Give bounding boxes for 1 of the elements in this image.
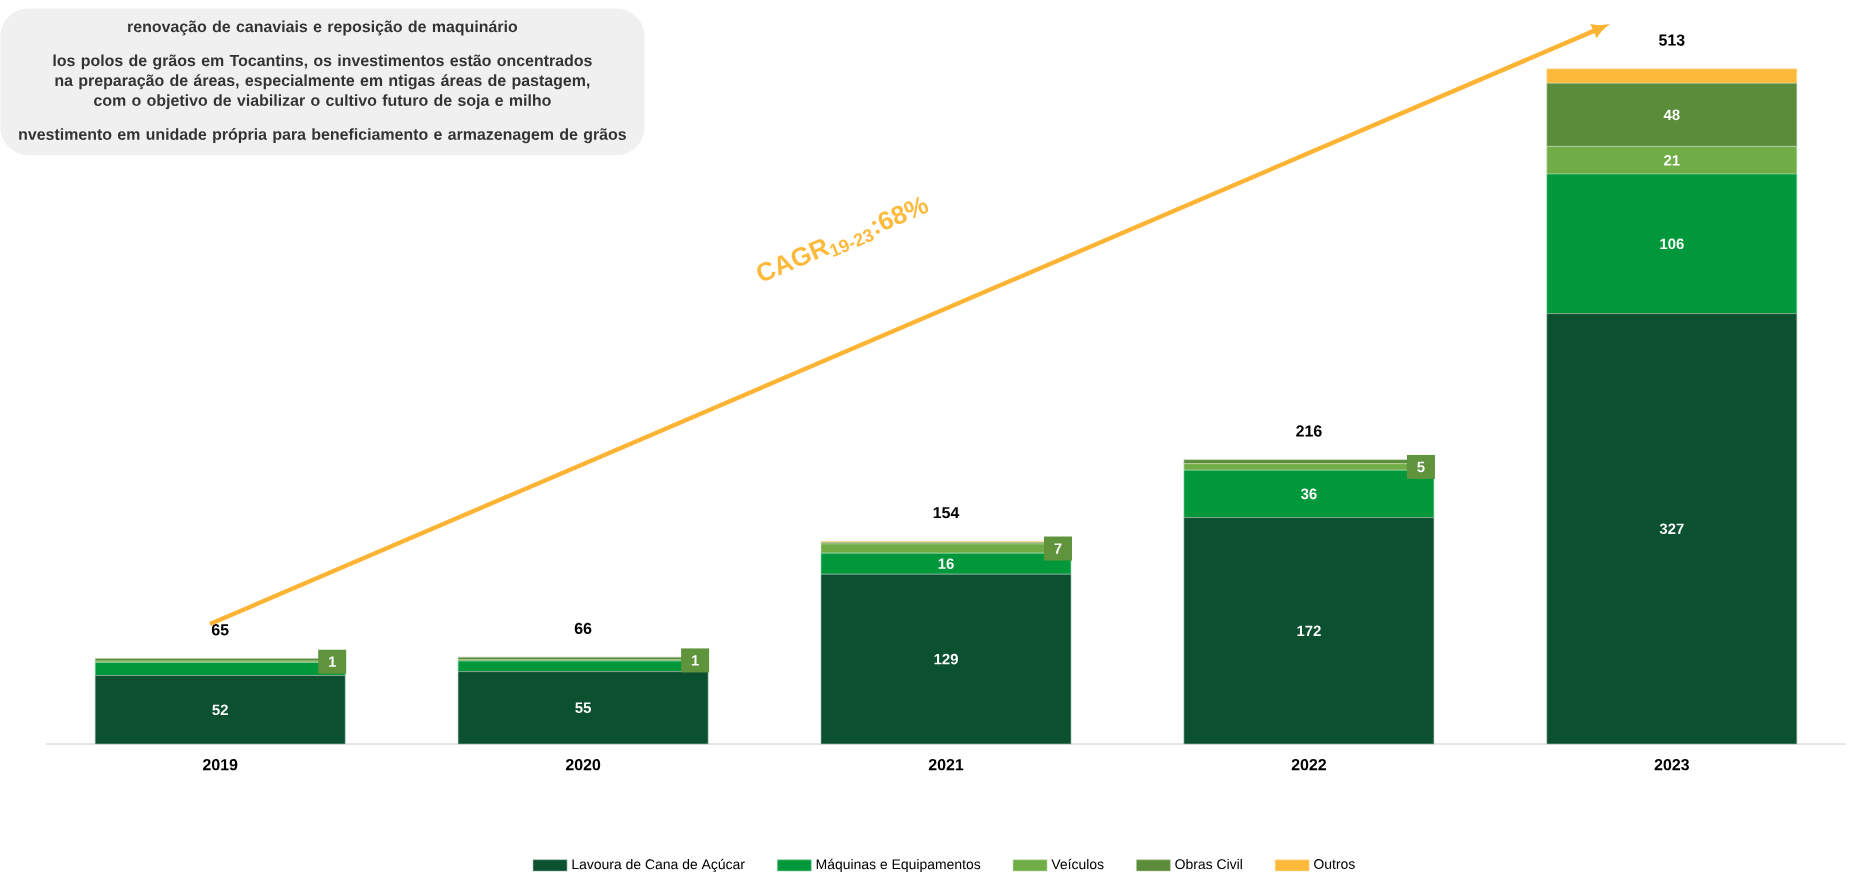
- annotation: CAGR$_{19-23}$:68%: [757, 196, 929, 281]
